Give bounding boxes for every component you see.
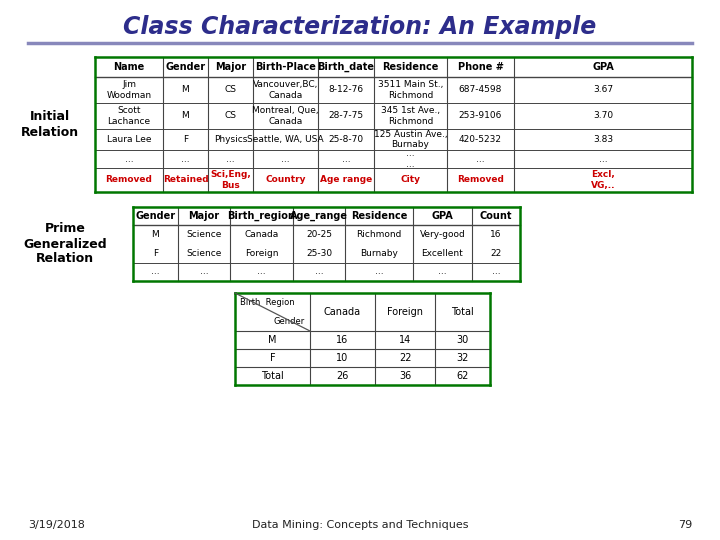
Text: ...: ... <box>181 154 190 164</box>
Text: Major: Major <box>215 62 246 72</box>
Text: Major: Major <box>189 211 220 221</box>
Text: 30: 30 <box>456 335 469 345</box>
Text: Count: Count <box>480 211 512 221</box>
Text: Removed: Removed <box>106 176 153 185</box>
Text: 10: 10 <box>336 353 348 363</box>
Text: M: M <box>181 111 189 120</box>
Text: Laura Lee: Laura Lee <box>107 135 151 144</box>
Text: Age_range: Age_range <box>290 211 348 221</box>
Text: Vancouver,BC,
Canada: Vancouver,BC, Canada <box>253 80 318 100</box>
Text: ...: ... <box>315 267 323 276</box>
Text: GPA: GPA <box>431 211 454 221</box>
Text: Excl,
VG,..: Excl, VG,.. <box>590 170 616 190</box>
Text: Science: Science <box>186 248 222 258</box>
Text: 25-30: 25-30 <box>306 248 332 258</box>
Text: Retained: Retained <box>163 176 208 185</box>
Text: 16: 16 <box>490 230 502 239</box>
Text: F: F <box>153 248 158 258</box>
Text: 3/19/2018: 3/19/2018 <box>28 520 85 530</box>
Text: Gender: Gender <box>166 62 206 72</box>
Text: ...: ... <box>599 154 607 164</box>
Text: Sci,Eng,
Bus: Sci,Eng, Bus <box>210 170 251 190</box>
Text: Scott
Lachance: Scott Lachance <box>107 106 150 126</box>
Text: 16: 16 <box>336 335 348 345</box>
Text: Montreal, Que,
Canada: Montreal, Que, Canada <box>252 106 319 126</box>
Text: Richmond: Richmond <box>356 230 402 239</box>
Text: Burnaby: Burnaby <box>360 248 398 258</box>
Text: ...: ... <box>282 154 290 164</box>
Text: Foreign: Foreign <box>387 307 423 317</box>
Text: 28-7-75: 28-7-75 <box>328 111 364 120</box>
Text: 22: 22 <box>399 353 411 363</box>
Text: ...: ... <box>257 267 266 276</box>
Text: Foreign: Foreign <box>245 248 278 258</box>
Text: F: F <box>270 353 275 363</box>
Text: 20-25: 20-25 <box>306 230 332 239</box>
Text: Canada: Canada <box>324 307 361 317</box>
Text: 253-9106: 253-9106 <box>459 111 502 120</box>
Text: Removed: Removed <box>457 176 504 185</box>
Text: F: F <box>183 135 188 144</box>
Text: 687-4598: 687-4598 <box>459 85 502 94</box>
Text: Phone #: Phone # <box>458 62 503 72</box>
Text: ...: ... <box>199 267 208 276</box>
Text: Birth_region: Birth_region <box>228 211 295 221</box>
Text: City: City <box>400 176 420 185</box>
Text: 62: 62 <box>456 371 469 381</box>
Text: ...: ... <box>492 267 500 276</box>
Text: Country: Country <box>265 176 306 185</box>
Text: Gender: Gender <box>135 211 176 221</box>
Text: 32: 32 <box>456 353 469 363</box>
Text: Jim
Woodman: Jim Woodman <box>107 80 152 100</box>
Text: Science: Science <box>186 230 222 239</box>
Text: Birth-Place: Birth-Place <box>255 62 316 72</box>
Text: Seattle, WA, USA: Seattle, WA, USA <box>247 135 324 144</box>
Text: M: M <box>152 230 159 239</box>
Text: ...: ... <box>476 154 485 164</box>
Text: Data Mining: Concepts and Techniques: Data Mining: Concepts and Techniques <box>252 520 468 530</box>
Text: CS: CS <box>225 85 236 94</box>
Text: Prime
Generalized
Relation: Prime Generalized Relation <box>23 222 107 266</box>
Text: 345 1st Ave.,
Richmond: 345 1st Ave., Richmond <box>381 106 440 126</box>
Text: 420-5232: 420-5232 <box>459 135 502 144</box>
Text: Very-good: Very-good <box>420 230 465 239</box>
Text: Class Characterization: An Example: Class Characterization: An Example <box>123 15 597 39</box>
Text: Excellent: Excellent <box>422 248 464 258</box>
Text: 3.67: 3.67 <box>593 85 613 94</box>
Text: Canada: Canada <box>244 230 279 239</box>
Text: Physics: Physics <box>214 135 247 144</box>
Text: CS: CS <box>225 111 236 120</box>
Text: M: M <box>269 335 276 345</box>
Text: Gender: Gender <box>274 317 305 326</box>
Text: Birth_date: Birth_date <box>318 62 374 72</box>
Text: 79: 79 <box>678 520 692 530</box>
Text: 3511 Main St.,
Richmond: 3511 Main St., Richmond <box>378 80 444 100</box>
Text: ...: ... <box>342 154 351 164</box>
Text: Total: Total <box>261 371 284 381</box>
Text: ...: ... <box>374 267 383 276</box>
Text: ...: ... <box>151 267 160 276</box>
Text: 125 Austin Ave.,
Burnaby: 125 Austin Ave., Burnaby <box>374 130 447 149</box>
Text: Total: Total <box>451 307 474 317</box>
Text: 26: 26 <box>336 371 348 381</box>
Text: 3.83: 3.83 <box>593 135 613 144</box>
Text: M: M <box>181 85 189 94</box>
Text: Age range: Age range <box>320 176 372 185</box>
Text: ...: ... <box>125 154 133 164</box>
Text: 14: 14 <box>399 335 411 345</box>
Text: Name: Name <box>113 62 145 72</box>
Text: Initial
Relation: Initial Relation <box>21 111 79 138</box>
Text: 3.70: 3.70 <box>593 111 613 120</box>
Text: 8-12-76: 8-12-76 <box>328 85 364 94</box>
Text: GPA: GPA <box>592 62 614 72</box>
Text: ...: ... <box>438 267 447 276</box>
Text: 22: 22 <box>490 248 502 258</box>
Text: 25-8-70: 25-8-70 <box>328 135 364 144</box>
Text: Residence: Residence <box>351 211 408 221</box>
Text: 36: 36 <box>399 371 411 381</box>
Text: Residence: Residence <box>382 62 438 72</box>
Text: Birth  Region: Birth Region <box>240 298 294 307</box>
Text: ...: ... <box>226 154 235 164</box>
Text: ...
...: ... ... <box>406 149 415 168</box>
